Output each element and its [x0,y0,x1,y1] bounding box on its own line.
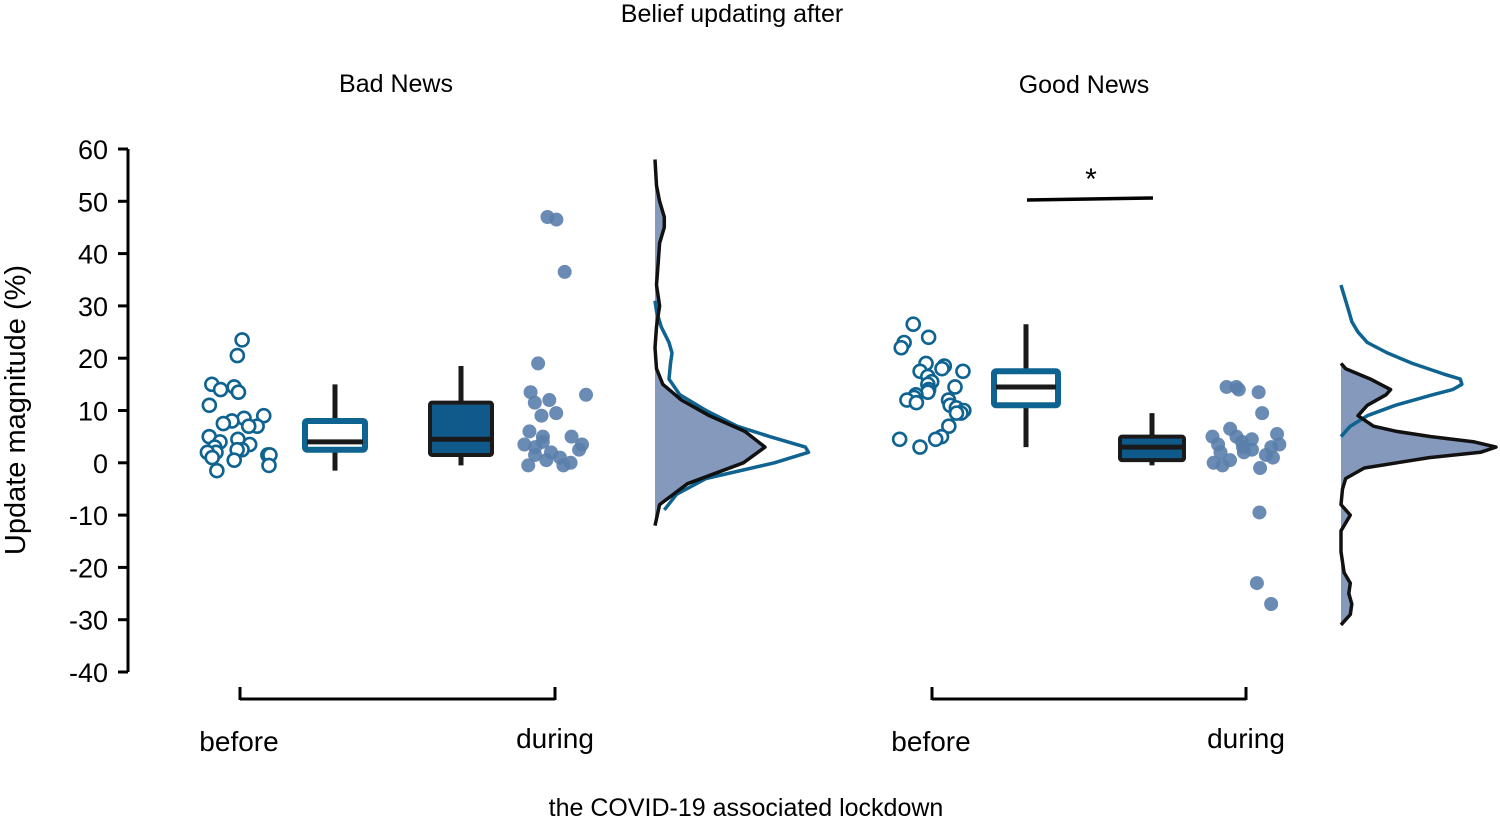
data-point-during [517,437,532,452]
data-point-during [1251,385,1266,400]
density-area-during [1341,363,1496,625]
y-tick-label: 10 [78,397,108,427]
data-point-during [1215,458,1230,473]
data-point-during [1219,379,1234,394]
data-point-before [941,418,957,434]
data-point-during [1236,445,1251,460]
data-point-during [1255,406,1270,421]
y-tick-label: -40 [69,658,108,688]
data-point-during [531,356,546,371]
x-axis-label: the COVID-19 associated lockdown [549,794,944,819]
x-tick-label-before: before [199,726,278,757]
data-point-before [234,332,250,348]
panel-title-good-news: Good News [1019,71,1150,99]
y-axis-label: Update magnitude (%) [0,265,32,555]
y-tick-label: 60 [78,135,108,165]
significance-marker: * [1085,163,1097,196]
data-point-during [522,424,537,439]
data-point-before [226,452,243,468]
y-tick-label: 30 [78,292,108,322]
data-point-before [934,360,950,377]
data-point-during [534,408,549,423]
data-point-before [209,462,225,479]
data-point-before [955,363,971,380]
data-point-during [1264,597,1279,612]
significance-line [1026,196,1154,202]
data-point-before [204,449,221,466]
data-point-before [948,405,965,421]
data-point-during [1270,427,1285,442]
y-tick-label: -10 [69,501,108,531]
data-point-during [1249,576,1264,591]
data-point-during [527,395,542,410]
data-point-before [920,329,937,346]
x-tick-label-during: during [1207,723,1285,754]
data-point-during [1231,382,1246,397]
data-point-before [893,339,910,356]
data-point-during [564,429,579,444]
data-point-before [201,397,218,414]
data-point-during [539,453,554,468]
y-tick-label: -20 [69,553,108,583]
data-point-before [947,379,963,395]
box-during [428,400,494,457]
data-point-during [557,264,572,279]
data-point-during [542,393,557,408]
x-tick-label-during: during [516,723,594,754]
data-point-before [215,415,232,432]
data-point-before [229,347,246,364]
x-tick-label-before: before [891,726,970,757]
data-point-before [240,418,257,434]
chart-title: Belief updating after [621,0,843,28]
data-point-before [261,457,277,474]
data-point-during [579,387,594,402]
y-tick-label: 50 [78,187,108,217]
data-point-during [528,447,543,462]
data-point-before [212,381,229,398]
data-point-during [1252,505,1267,520]
density-line-before [653,300,811,511]
panel-title-bad-news: Bad News [339,70,453,98]
data-point-during [549,212,564,227]
data-point-during [572,442,587,457]
data-point-during [521,458,536,473]
density-area-during [655,159,765,526]
panel-bad-news: before during [199,159,811,757]
density-line-before [1339,284,1464,438]
data-point-before [908,394,925,411]
y-tick-label: 40 [78,240,108,270]
data-point-before [891,431,908,448]
data-point-before [912,439,928,455]
data-point-during [556,458,571,473]
density-line-during [653,159,767,526]
panel-good-news: before during * [891,163,1498,757]
box-before [302,417,368,453]
y-axis: 60 50 40 30 20 10 0 -10 -20 -30 -40 [69,135,130,688]
data-point-before [905,316,922,333]
y-tick-label: -30 [69,606,108,636]
data-point-during [1253,461,1268,476]
data-point-before [230,384,247,400]
data-point-during [1213,445,1228,460]
data-point-before [927,431,944,448]
data-point-during [549,406,564,421]
data-point-during [1265,450,1280,465]
y-tick-label: 20 [78,344,108,374]
y-tick-label: 0 [93,449,108,479]
density-line-during [1339,362,1498,627]
